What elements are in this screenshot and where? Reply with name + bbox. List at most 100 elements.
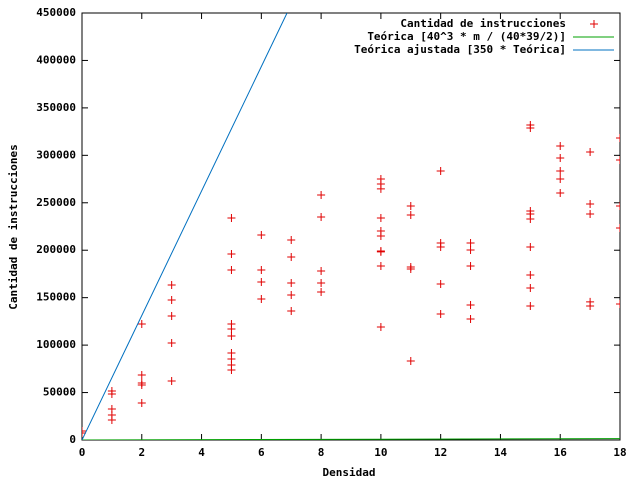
data-point: [616, 133, 620, 142]
y-tick-label: 450000: [36, 6, 76, 19]
data-point: [137, 319, 146, 328]
data-point: [376, 231, 385, 240]
data-point: [556, 141, 565, 150]
data-point: [436, 166, 445, 175]
data-point: [406, 356, 415, 365]
y-tick-label: 200000: [36, 243, 76, 256]
data-point: [616, 202, 620, 211]
data-point: [376, 184, 385, 193]
data-point: [466, 261, 475, 270]
data-point: [586, 148, 595, 157]
data-point: [257, 294, 266, 303]
y-tick-label: 300000: [36, 148, 76, 161]
data-point: [82, 428, 86, 437]
data-point: [436, 309, 445, 318]
x-tick-label: 0: [79, 446, 86, 459]
y-tick-label: 350000: [36, 101, 76, 114]
data-point: [287, 235, 296, 244]
data-point: [526, 302, 535, 311]
data-point: [436, 242, 445, 251]
data-point: [167, 280, 176, 289]
y-tick-label: 250000: [36, 196, 76, 209]
x-tick-label: 6: [258, 446, 265, 459]
data-point: [586, 209, 595, 218]
x-axis-label: Densidad: [323, 466, 376, 479]
data-point: [167, 311, 176, 320]
plot-border: [81, 12, 621, 441]
data-point: [167, 376, 176, 385]
x-tick-label: 2: [138, 446, 145, 459]
data-point: [406, 265, 415, 274]
data-point: [556, 189, 565, 198]
x-tick-label: 18: [613, 446, 626, 459]
data-point: [526, 124, 535, 133]
data-point: [526, 283, 535, 292]
y-axis-label: Cantidad de instrucciones: [7, 144, 20, 310]
data-point: [436, 280, 445, 289]
data-point: [317, 278, 326, 287]
legend-label: Teórica [40^3 * m / (40*39/2)]: [367, 30, 566, 43]
data-point: [107, 415, 116, 424]
y-tick-label: 50000: [43, 386, 76, 399]
x-tick-label: 12: [434, 446, 447, 459]
data-point: [317, 267, 326, 276]
data-point: [287, 278, 296, 287]
x-tick-label: 14: [494, 446, 508, 459]
data-point: [167, 339, 176, 348]
x-tick-label: 16: [554, 446, 568, 459]
data-point: [137, 371, 146, 380]
x-tick-label: 8: [318, 446, 325, 459]
data-point: [556, 153, 565, 162]
data-point: [616, 155, 620, 164]
data-point: [227, 324, 236, 333]
data-point: [466, 315, 475, 324]
data-point: [616, 224, 620, 233]
data-point: [616, 300, 620, 309]
data-point: [287, 306, 296, 315]
data-point: [406, 202, 415, 211]
x-tick-label: 4: [198, 446, 205, 459]
legend-label: Teórica ajustada [350 * Teórica]: [354, 43, 566, 56]
data-point: [287, 252, 296, 261]
data-point: [526, 215, 535, 224]
data-point: [82, 426, 86, 435]
y-tick-label: 100000: [36, 338, 76, 351]
data-point: [257, 278, 266, 287]
data-point: [257, 265, 266, 274]
data-point: [227, 265, 236, 274]
legend-label: Cantidad de instrucciones: [400, 17, 566, 30]
data-point: [406, 211, 415, 220]
data-point: [107, 389, 116, 398]
data-point: [317, 190, 326, 199]
data-point: [466, 239, 475, 248]
data-point: [257, 230, 266, 239]
y-tick-label: 400000: [36, 53, 76, 66]
x-tick-label: 10: [374, 446, 387, 459]
y-tick-label: 0: [69, 433, 76, 446]
data-point: [466, 245, 475, 254]
data-point: [317, 213, 326, 222]
data-point: [137, 398, 146, 407]
data-point: [227, 250, 236, 259]
data-line: [82, 13, 288, 440]
data-point: [556, 174, 565, 183]
y-tick-label: 150000: [36, 291, 76, 304]
data-point: [317, 287, 326, 296]
data-point: [586, 302, 595, 311]
legend-marker: [590, 20, 598, 28]
data-point: [526, 242, 535, 251]
data-point: [586, 200, 595, 209]
data-point: [227, 332, 236, 341]
data-point: [376, 261, 385, 270]
data-point: [556, 166, 565, 175]
data-line: [82, 438, 620, 440]
data-point: [287, 291, 296, 300]
data-point: [466, 300, 475, 309]
plot-area: [82, 13, 620, 440]
data-point: [137, 380, 146, 389]
data-point: [376, 213, 385, 222]
data-point: [376, 322, 385, 331]
data-point: [227, 213, 236, 222]
